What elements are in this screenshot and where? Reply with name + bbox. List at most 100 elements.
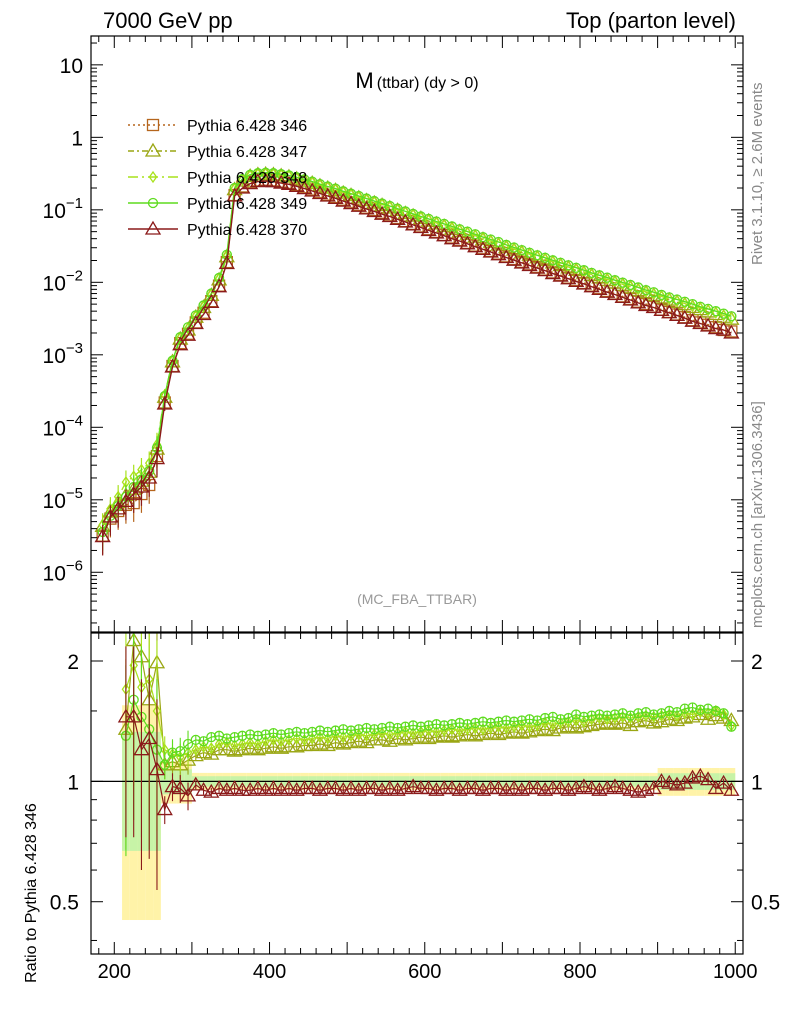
ratio-data-point [358,734,375,749]
ratio-data-point [516,715,527,726]
ratio-data-point [159,759,170,770]
data-point [319,187,336,202]
data-point [148,450,166,465]
data-point [699,317,717,332]
ratio-data-point [260,729,271,740]
ratio-data-point [304,780,321,795]
data-point [187,315,204,330]
data-point [692,315,709,330]
data-point [257,172,274,187]
ratio-data-point [338,724,349,735]
data-point [428,224,445,239]
ratio-data-point [570,709,582,720]
ratio-data-point [633,710,643,723]
data-point [133,478,150,493]
main-y-tick-label: 10−6 [43,557,83,585]
ratio-data-point [291,726,302,737]
ratio-data-point [575,778,593,793]
data-point [684,312,701,327]
ratio-data-point [696,705,705,719]
ratio-data-point [268,728,279,739]
data-point [583,278,600,293]
legend-label: Pythia 6.428 347 [187,144,307,161]
ratio-data-point [319,780,336,795]
header-right-label: Top (parton level) [566,8,736,33]
data-point [311,185,329,200]
data-point [261,167,270,180]
ratio-data-point [583,780,600,795]
data-point [288,178,305,192]
ratio-data-point [210,741,228,756]
ratio-data-point [544,780,561,795]
legend-marker [147,197,159,209]
data-point [482,243,499,258]
data-point [276,169,287,180]
data-point [505,251,523,266]
legend-entry: Pythia 6.428 346 [128,118,307,135]
ratio-data-point [726,721,737,732]
ratio-data-point [610,711,620,725]
ratio-data-point [459,780,476,795]
data-point [345,188,357,199]
ratio-data-point [702,703,714,714]
data-point [513,254,530,269]
ratio-data-point [432,725,441,738]
ratio-plot-frame [90,632,744,955]
ratio-data-point [524,714,535,725]
ratio-data-point [443,780,461,795]
ratio-data-point [195,744,212,759]
ratio-y-axis-label: Ratio to Pythia 6.428 346 [23,803,40,983]
data-point [640,284,652,296]
data-point [203,294,220,308]
x-tick-label: 800 [563,961,596,983]
ratio-data-point [241,739,259,754]
ratio-data-point [156,801,173,816]
ratio-data-point [253,737,263,751]
ratio-data-point [350,732,367,747]
ratio-data-point [322,726,333,737]
ratio-data-point [505,780,523,795]
ratio-data-point [323,732,333,745]
ratio-y-tick-label: 1 [67,771,79,794]
ratio-data-point [203,783,220,798]
ratio-data-point [637,712,655,727]
ratio-y-tick-label-right: 1 [751,771,763,794]
data-point [474,241,492,255]
ratio-data-point [373,731,391,746]
legend-entry: Pythia 6.428 370 [128,220,307,239]
ratio-data-point [280,738,298,753]
ratio-data-point [602,710,613,721]
data-point [296,180,313,195]
ratio-data-point [222,736,232,749]
ratio-data-point [648,709,659,720]
ratio-data-point [482,724,499,739]
ratio-data-point [664,705,675,717]
ratio-data-point [493,716,504,727]
ratio-data-point [269,733,278,746]
ratio-data-point [342,780,360,795]
ratio-data-point [710,705,721,717]
data-point [237,173,248,185]
ratio-data-point [649,710,659,723]
legend-marker [144,142,162,157]
ratio-data-point [207,742,216,755]
data-point [459,235,476,250]
ratio-data-point [319,737,336,752]
data-point [229,182,240,194]
ratio-data-point [385,728,395,741]
ratio-data-point [230,739,239,752]
ratio-data-point [688,708,697,721]
data-point [322,181,333,192]
ratio-data-point [556,716,565,730]
ratio-data-point [633,708,644,719]
data-point [594,270,605,281]
data-point [102,508,119,523]
data-point [521,257,538,272]
data-point [536,262,554,277]
ratio-data-point [436,780,453,795]
data-point [218,255,235,270]
data-point [490,246,507,261]
ratio-data-point [179,787,197,802]
ratio-data-point [505,723,523,738]
data-point [567,273,585,288]
